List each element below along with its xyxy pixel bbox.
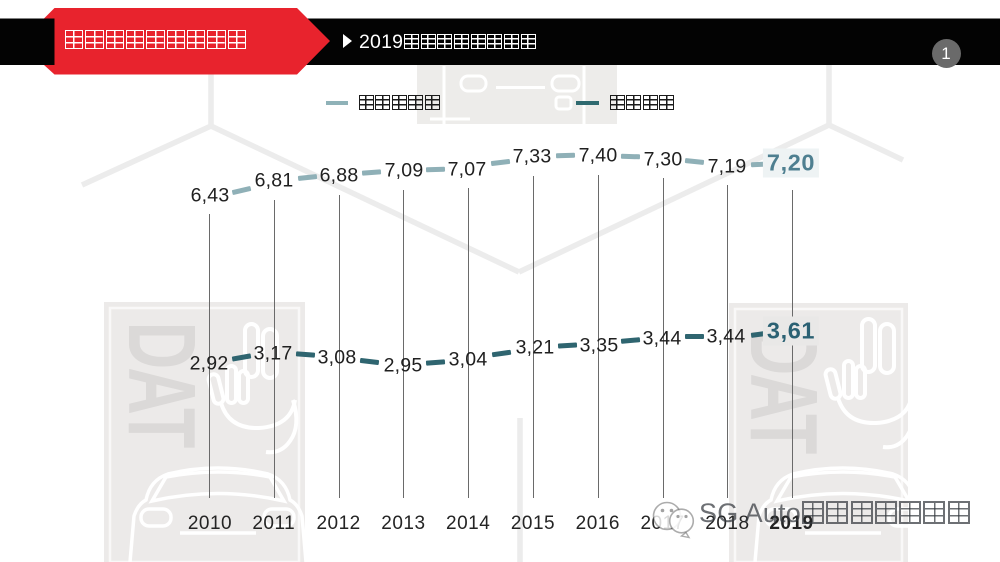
svg-text:DAT: DAT [730, 328, 836, 455]
svg-text:DAT: DAT [108, 322, 214, 449]
